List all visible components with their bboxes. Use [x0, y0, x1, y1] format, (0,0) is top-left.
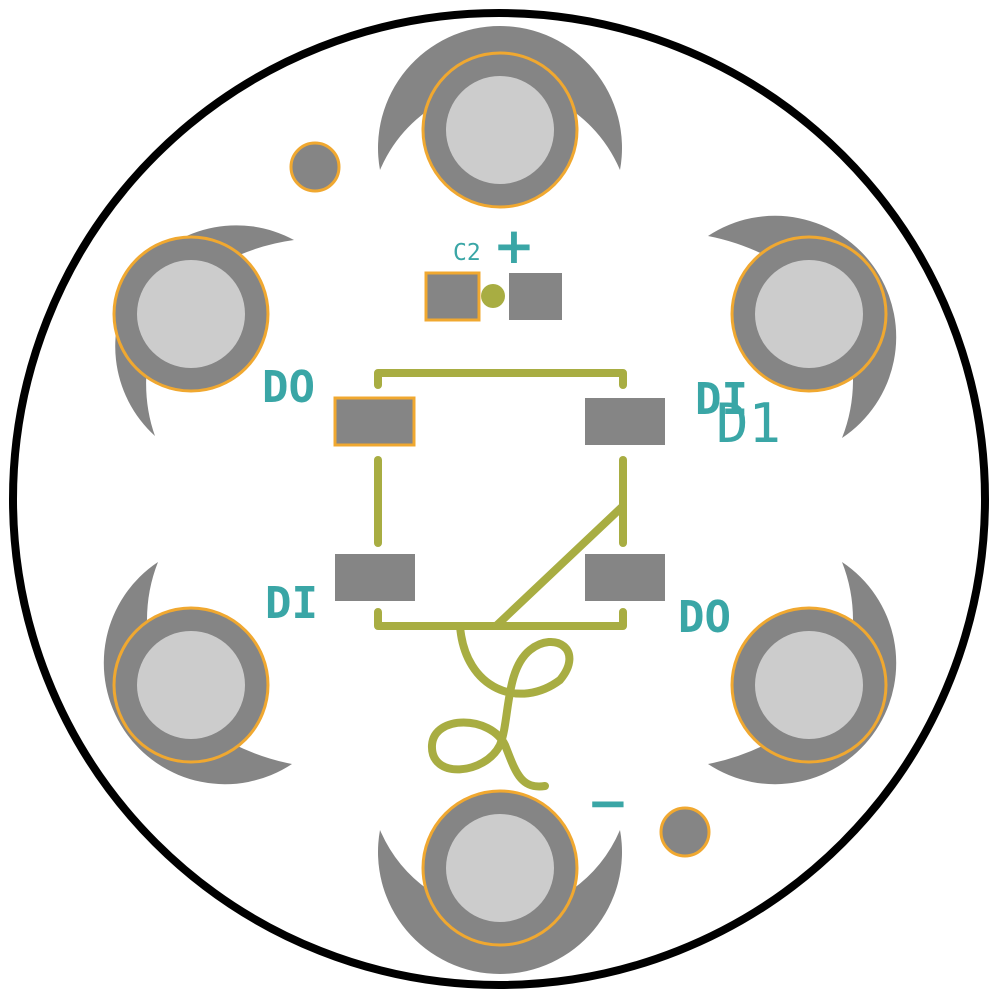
connector-lower-right[interactable] — [708, 562, 897, 785]
di-bottom-left-label: DI — [265, 578, 318, 629]
di-top-right-label: DI — [695, 374, 748, 425]
led-silkscreen — [374, 369, 627, 791]
do-top-left-label: DO — [262, 362, 315, 413]
connector-lower-left[interactable] — [103, 562, 292, 785]
cap-ref-label: C2 — [453, 240, 481, 266]
board-outline — [9, 9, 989, 989]
copper-crescent — [377, 830, 622, 975]
pad-hole — [446, 814, 554, 922]
pad-hole — [137, 260, 245, 368]
led-pad-bottom-left[interactable] — [335, 554, 415, 601]
led-pad-top-right[interactable] — [585, 398, 665, 445]
do-bottom-right-label: DO — [678, 592, 731, 643]
pad-hole — [755, 260, 863, 368]
cap-pad-left[interactable] — [424, 271, 481, 322]
connector-upper-right[interactable] — [708, 215, 897, 438]
copper-crescent — [377, 25, 622, 171]
led-pad-bottom-right[interactable] — [585, 554, 665, 601]
cap-pad-right[interactable] — [509, 273, 562, 320]
led-ref-label: D1 — [716, 392, 781, 455]
connector-top[interactable] — [377, 25, 622, 209]
pad-hole — [137, 631, 245, 739]
connector-upper-left[interactable] — [112, 225, 294, 436]
plus-label: + — [493, 217, 535, 275]
minus-label: − — [587, 774, 629, 832]
led-pad-top-left[interactable] — [333, 396, 416, 447]
cap-polarity-dot — [481, 284, 505, 308]
pad-hole — [755, 631, 863, 739]
connector-bottom[interactable] — [377, 789, 622, 975]
via-bottom-right — [659, 806, 711, 858]
via-top-left — [289, 141, 341, 193]
pad-hole — [446, 76, 554, 184]
